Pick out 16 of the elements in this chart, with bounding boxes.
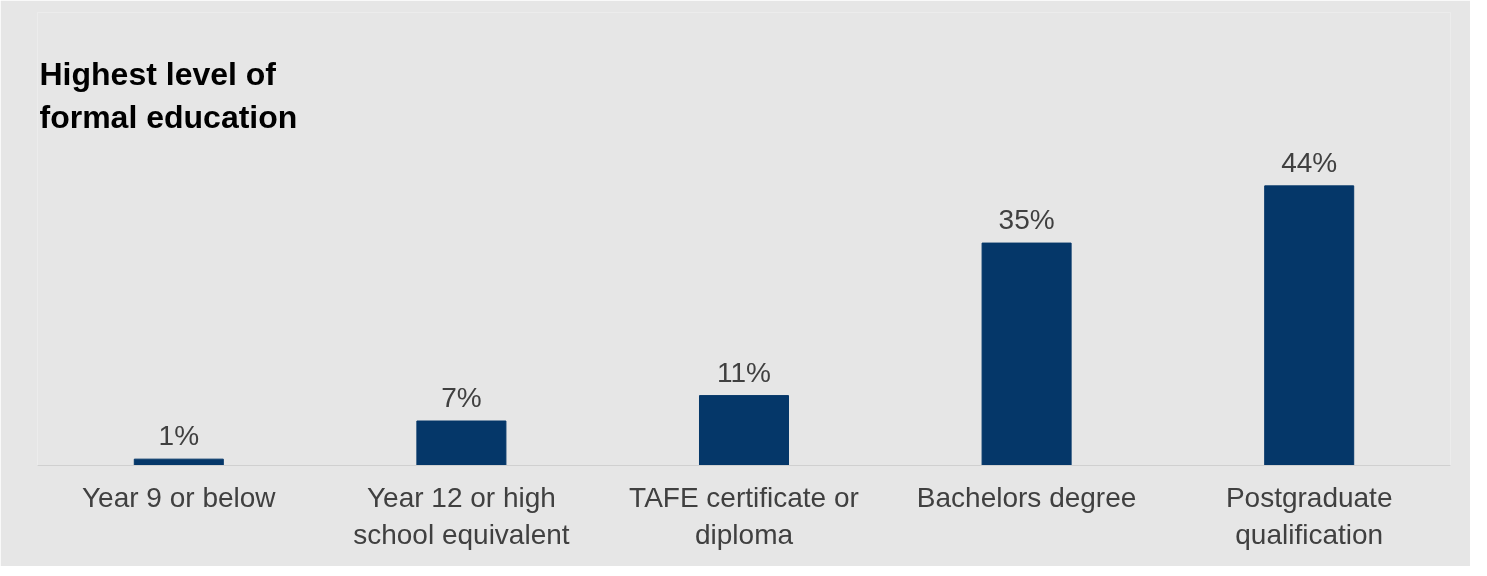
bar <box>133 458 224 466</box>
data-label: 35% <box>998 204 1055 236</box>
data-label: 1% <box>158 420 200 452</box>
bar <box>416 420 507 466</box>
bar <box>1264 185 1355 466</box>
x-tick-label: Postgraduate qualification <box>1225 481 1393 550</box>
bar <box>698 395 790 466</box>
chart-title: Highest level of formal education <box>39 56 298 136</box>
bar <box>981 242 1072 466</box>
data-label: 11% <box>717 356 771 388</box>
data-label: 44% <box>1281 146 1338 178</box>
data-label: 7% <box>441 382 482 414</box>
x-tick-label: Year 9 or below <box>82 481 277 513</box>
x-tick-label: Bachelors degree <box>916 481 1137 513</box>
x-tick-label: Year 12 or high school equivalent <box>353 481 570 550</box>
x-tick-label: TAFE certificate or diploma <box>629 481 859 550</box>
